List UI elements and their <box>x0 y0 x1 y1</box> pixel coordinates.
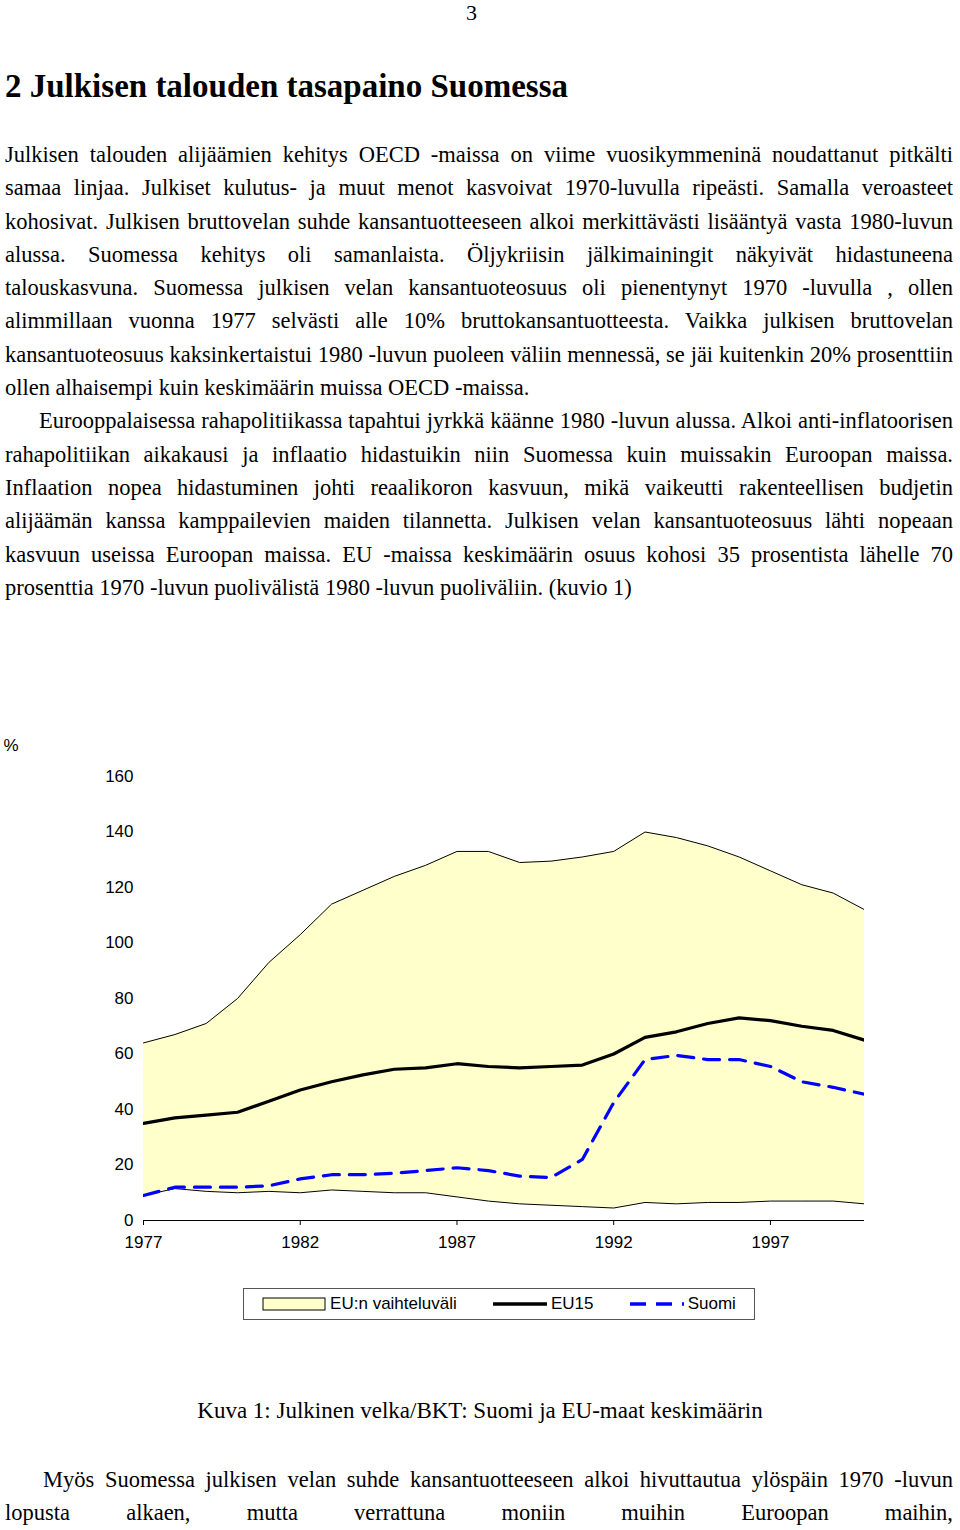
svg-text:1977: 1977 <box>125 1233 163 1252</box>
svg-text:%: % <box>4 736 19 755</box>
html-text:EU:n vaihteluväli: EU:n vaihteluväli <box>330 1294 457 1313</box>
svg-text:20: 20 <box>115 1155 134 1174</box>
svg-text:80: 80 <box>115 989 134 1008</box>
html-text:Suomi: Suomi <box>687 1294 736 1313</box>
svg-text:1982: 1982 <box>281 1233 319 1252</box>
svg-text:100: 100 <box>105 933 133 952</box>
html-text:Julkisen talouden alijäämien k: Julkisen talouden alijäämien kehitys OEC… <box>5 142 953 401</box>
html-text:Kuva 1: Julkinen velka/BKT: Su: Kuva 1: Julkinen velka/BKT: Suomi ja EU-… <box>197 1398 763 1423</box>
html-text:EU15: EU15 <box>551 1294 594 1313</box>
svg-text:140: 140 <box>105 822 133 841</box>
html-text:2 Julkisen talouden tasapaino: 2 Julkisen talouden tasapaino Suomessa <box>5 68 568 104</box>
svg-text:0: 0 <box>124 1211 133 1230</box>
svg-text:40: 40 <box>115 1100 134 1119</box>
html-text:Eurooppalaisessa rahapolitiika: Eurooppalaisessa rahapolitiikassa tapaht… <box>5 408 953 600</box>
svg-text:1987: 1987 <box>438 1233 476 1252</box>
svg-text:60: 60 <box>115 1044 134 1063</box>
html-text:3: 3 <box>466 0 477 25</box>
svg-text:1997: 1997 <box>752 1233 790 1252</box>
svg-text:120: 120 <box>105 878 133 897</box>
html-text:Myös Suomessa julkisen velan s: Myös Suomessa julkisen velan suhde kansa… <box>5 1467 953 1526</box>
svg-text:1992: 1992 <box>595 1233 633 1252</box>
svg-text:160: 160 <box>105 767 133 786</box>
